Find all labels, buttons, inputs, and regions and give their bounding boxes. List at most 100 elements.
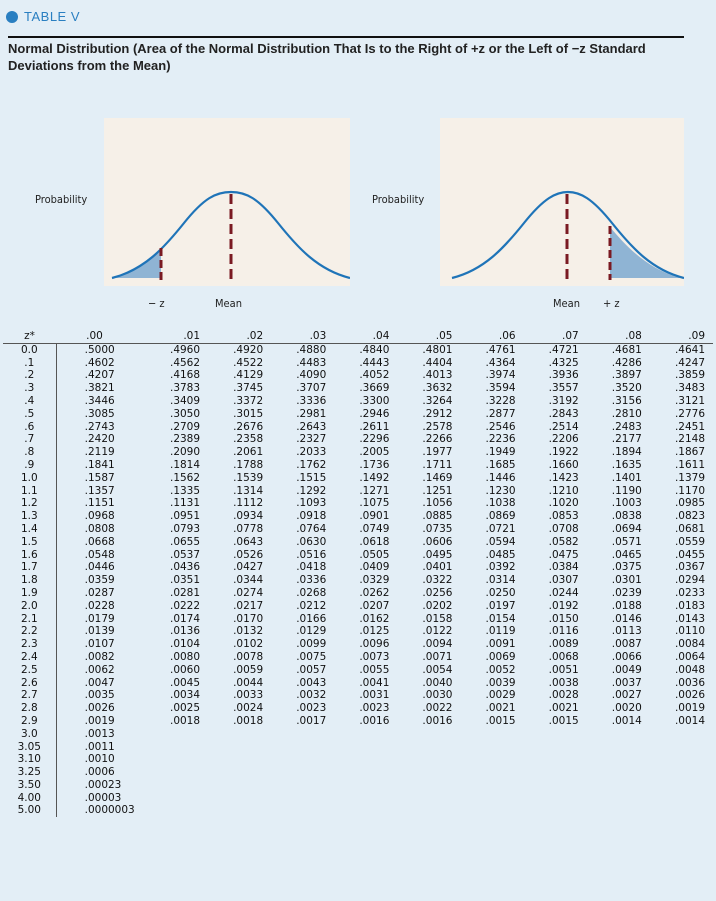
table-row: 1.1 .1357 .1335 .1314 .1292 .1271 .1251 .1230 .1… [3,484,713,498]
probability-cell: .0038 [548,676,579,689]
probability-cell [524,804,587,817]
probability-cell: .0721 [485,522,516,535]
probability-cell: .4880 [296,343,327,356]
probability-cell: .0968 [84,510,115,523]
probability-cell: .0951 [169,510,201,523]
probability-cell: .1292 [296,484,327,497]
table-row: .7 .2420 .2389 .2358 .2327 .2296 .2266 .2236 .22… [3,433,713,447]
probability-cell: .4681 [611,343,642,356]
probability-cell: .0188 [611,599,642,612]
probability-cell [650,792,713,805]
z-value-cell: 3.05 [3,740,57,754]
table-row: 1.3 .0968 .0951 .0934 .0918 .0901 .0885 .0869 .0… [3,510,713,523]
table-row: .6 .2743 .2709 .2676 .2643 .2611 .2578 .2546 .25… [3,420,713,434]
probability-cell: .0287 [84,586,115,599]
table-row: .2 .4207 .4168 .4129 .4090 .4052 .4013 .3974 .39… [3,369,713,383]
probability-cell: .2177 [611,433,642,446]
z-table: z* .00.01.02.03.04.05.06.07.08.09 0.0 .500… [3,330,713,818]
table-row: .9 .1841 .1814 .1788 .1762 .1736 .1711 .1685 .16… [3,458,713,472]
probability-cell [334,753,397,766]
probability-cell: .0015 [485,714,516,727]
right-normal-curve [451,190,684,280]
right-probability-label: Probability [372,193,425,206]
probability-cell: .0778 [233,522,264,535]
probability-cell [145,804,208,817]
probability-cell: .0582 [548,535,579,548]
probability-cell: .0427 [233,561,264,574]
z-value-cell: 1.0 [3,471,57,485]
z-value-cell: 2.6 [3,676,57,690]
table-row: .3 .3821 .3783 .3745 .3707 .3669 .3632 .3594 .35… [3,382,713,395]
probability-cell: .1562 [169,471,201,484]
z-value-cell: .4 [3,394,57,408]
right-curve-line [451,190,684,280]
probability-cell: .2709 [169,420,201,433]
z-value-cell: 3.50 [3,778,57,792]
probability-cell [587,779,650,792]
probability-cell: .4960 [169,343,201,356]
probability-cell: .0307 [548,574,579,587]
probability-cell: .0192 [548,599,579,612]
probability-cell: .0409 [359,561,390,574]
probability-cell: .0384 [548,561,579,574]
probability-cell: .0066 [611,650,642,663]
z-value-cell: 2.8 [3,702,57,715]
table-row: 2.6 .0047 .0045 .0044 .0043 .0041 .0040 .0039 .0… [3,676,713,690]
probability-cell: .0064 [674,650,705,663]
probability-cell: .1251 [422,484,453,497]
probability-cell: .0183 [674,599,705,612]
z-value-cell: 2.2 [3,625,57,639]
right-mean-label: Mean [553,297,580,310]
probability-cell: .0030 [422,689,453,702]
probability-cell [208,792,271,805]
z-value-cell: .9 [3,458,57,472]
table-row: 4.00 .00003 [3,791,713,805]
probability-cell [145,728,208,741]
z-value-cell: 1.6 [3,548,57,562]
probability-cell: .3859 [674,369,705,382]
probability-cell: .1230 [485,484,516,497]
probability-cell: .1093 [296,497,327,510]
z-value-cell: 1.2 [3,497,57,511]
probability-cell: .0475 [548,548,579,561]
probability-cell: .2877 [485,407,516,420]
probability-cell: .0823 [674,510,705,523]
probability-cell: .1401 [611,471,642,484]
z-value-cell: .2 [3,369,57,383]
probability-cell: .0132 [233,625,264,638]
probability-cell [271,779,334,792]
probability-cell: .0036 [674,676,705,689]
z-value-cell: 1.1 [3,484,57,498]
probability-cell: .1423 [548,471,579,484]
probability-cell: .0668 [84,535,115,548]
probability-cell: .0023 [359,702,390,715]
probability-cell: .4286 [611,356,642,369]
probability-cell [334,792,397,805]
probability-cell [460,804,523,817]
probability-cell [397,804,460,817]
z-value-cell: 2.7 [3,689,57,703]
z-value-cell: 2.3 [3,638,57,651]
probability-cell: .0446 [84,561,115,574]
table-row: 2.0 .0228 .0222 .0217 .0212 .0207 .0202 .0197 .0… [3,599,713,613]
probability-cell: .2776 [674,407,705,420]
probability-cell: .0040 [422,676,453,689]
probability-cell [397,741,460,754]
probability-cell: .0033 [233,689,264,702]
probability-cell: .0314 [485,574,516,587]
left-tail-shade [112,248,161,278]
probability-cell: .2236 [485,433,516,446]
z-value-cell: 2.9 [3,714,57,728]
probability-cell: .0032 [296,689,327,702]
probability-cell: .4761 [485,343,516,356]
probability-cell: .0681 [674,522,705,535]
probability-cell: .0179 [84,612,115,625]
probability-cell: .3264 [422,394,453,407]
probability-cell: .0027 [611,689,642,702]
table-row: 5.00 .0000003 [3,804,713,818]
probability-cell: .0838 [611,510,642,523]
probability-cell [334,804,397,817]
probability-cell: .3372 [233,394,264,407]
probability-cell: .3336 [296,394,327,407]
probability-cell [334,741,397,754]
